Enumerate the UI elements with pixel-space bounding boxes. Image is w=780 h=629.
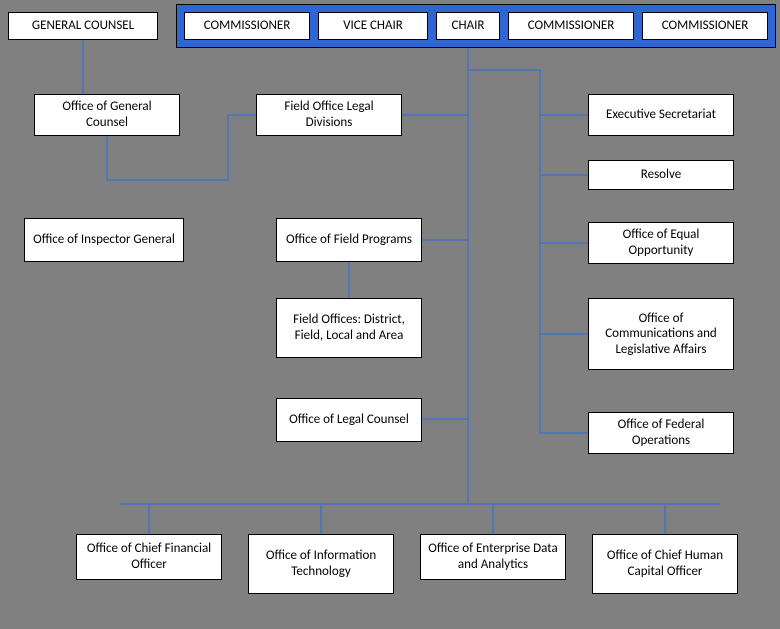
connector: [540, 334, 588, 433]
node-office-it: Office of Information Technology: [248, 534, 394, 594]
node-field-offices: Field Offices: District, Field, Local an…: [276, 298, 422, 358]
node-executive-secretariat: Executive Secretariat: [588, 94, 734, 136]
node-office-communications: Office of Communications and Legislative…: [588, 298, 734, 370]
node-field-office-legal: Field Office Legal Divisions: [256, 94, 402, 136]
node-office-federal-operations: Office of Federal Operations: [588, 412, 734, 454]
node-resolve: Resolve: [588, 160, 734, 190]
node-vice-chair: VICE CHAIR: [318, 12, 428, 40]
node-commissioner-1: COMMISSIONER: [184, 12, 310, 40]
node-office-legal-counsel: Office of Legal Counsel: [276, 398, 422, 442]
node-office-field-programs: Office of Field Programs: [276, 218, 422, 262]
node-commissioner-2: COMMISSIONER: [508, 12, 634, 40]
node-office-inspector-general: Office of Inspector General: [24, 218, 184, 262]
connector: [540, 243, 588, 334]
node-general-counsel-top: GENERAL COUNSEL: [8, 12, 158, 40]
node-office-human-capital: Office of Chief Human Capital Officer: [592, 534, 738, 594]
connector: [468, 70, 588, 115]
node-office-enterprise-data: Office of Enterprise Data and Analytics: [420, 534, 566, 580]
node-chair: CHAIR: [436, 12, 500, 40]
node-office-cfo: Office of Chief Financial Officer: [76, 534, 222, 580]
node-commissioner-3: COMMISSIONER: [642, 12, 768, 40]
node-office-general-counsel: Office of General Counsel: [34, 94, 180, 136]
node-office-equal-opportunity: Office of Equal Opportunity: [588, 222, 734, 264]
connector: [540, 175, 588, 243]
org-chart-stage: GENERAL COUNSEL COMMISSIONER VICE CHAIR CHA…: [0, 0, 780, 629]
connector: [540, 115, 588, 175]
